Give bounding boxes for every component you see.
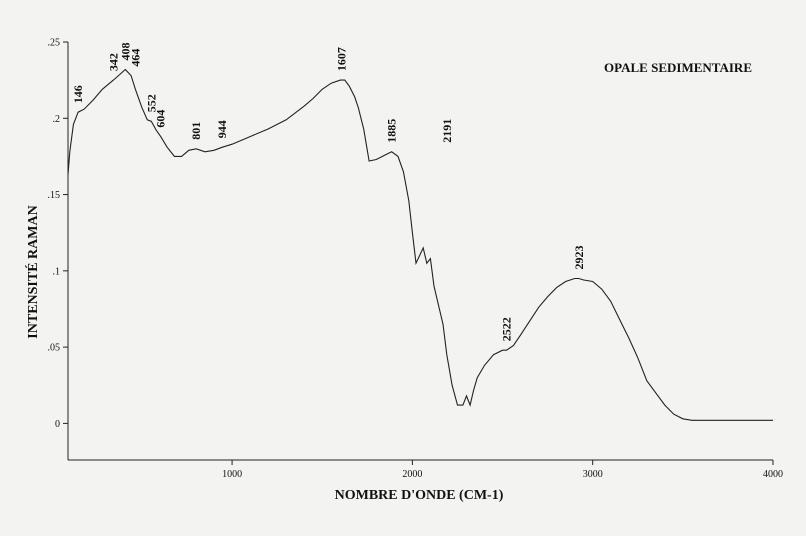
peak-label: 604	[154, 110, 168, 128]
x-tick-label: 1000	[222, 469, 242, 480]
peak-label: 1607	[335, 47, 349, 71]
axes	[67, 42, 773, 461]
peak-label: 2522	[500, 317, 514, 341]
tick-marks	[63, 41, 774, 465]
peak-label: 944	[215, 120, 229, 138]
peak-label: 342	[106, 53, 120, 71]
y-tick-label: .05	[48, 343, 61, 354]
y-tick-label: 0	[55, 419, 60, 430]
x-tick-label: 3000	[583, 469, 603, 480]
y-tick-label: .25	[48, 38, 61, 49]
x-tick-label: 2000	[402, 469, 422, 480]
peak-label: 2923	[572, 246, 586, 270]
y-tick-label: .15	[48, 190, 61, 201]
x-axis-title: NOMBRE D'ONDE (CM-1)	[335, 488, 504, 503]
peak-label: 552	[144, 94, 158, 112]
x-tick-label: 4000	[763, 469, 783, 480]
peak-label: 464	[128, 49, 142, 67]
peak-label: 801	[189, 122, 203, 140]
peak-label: 146	[71, 85, 85, 103]
y-tick-label: .1	[53, 266, 61, 277]
peak-label: 2191	[440, 119, 454, 143]
chart-title: OPALE SEDIMENTAIRE	[604, 60, 752, 75]
peak-label: 408	[118, 43, 132, 61]
spectrum-line	[67, 68, 773, 421]
peak-label: 1885	[385, 119, 399, 143]
y-tick-label: .2	[53, 114, 61, 125]
y-axis-title: INTENSITÉ RAMAN	[24, 205, 41, 338]
tick-labels: 0 .05 .1 .15 .2 .25 1000 2000 3000 4000	[48, 38, 784, 481]
